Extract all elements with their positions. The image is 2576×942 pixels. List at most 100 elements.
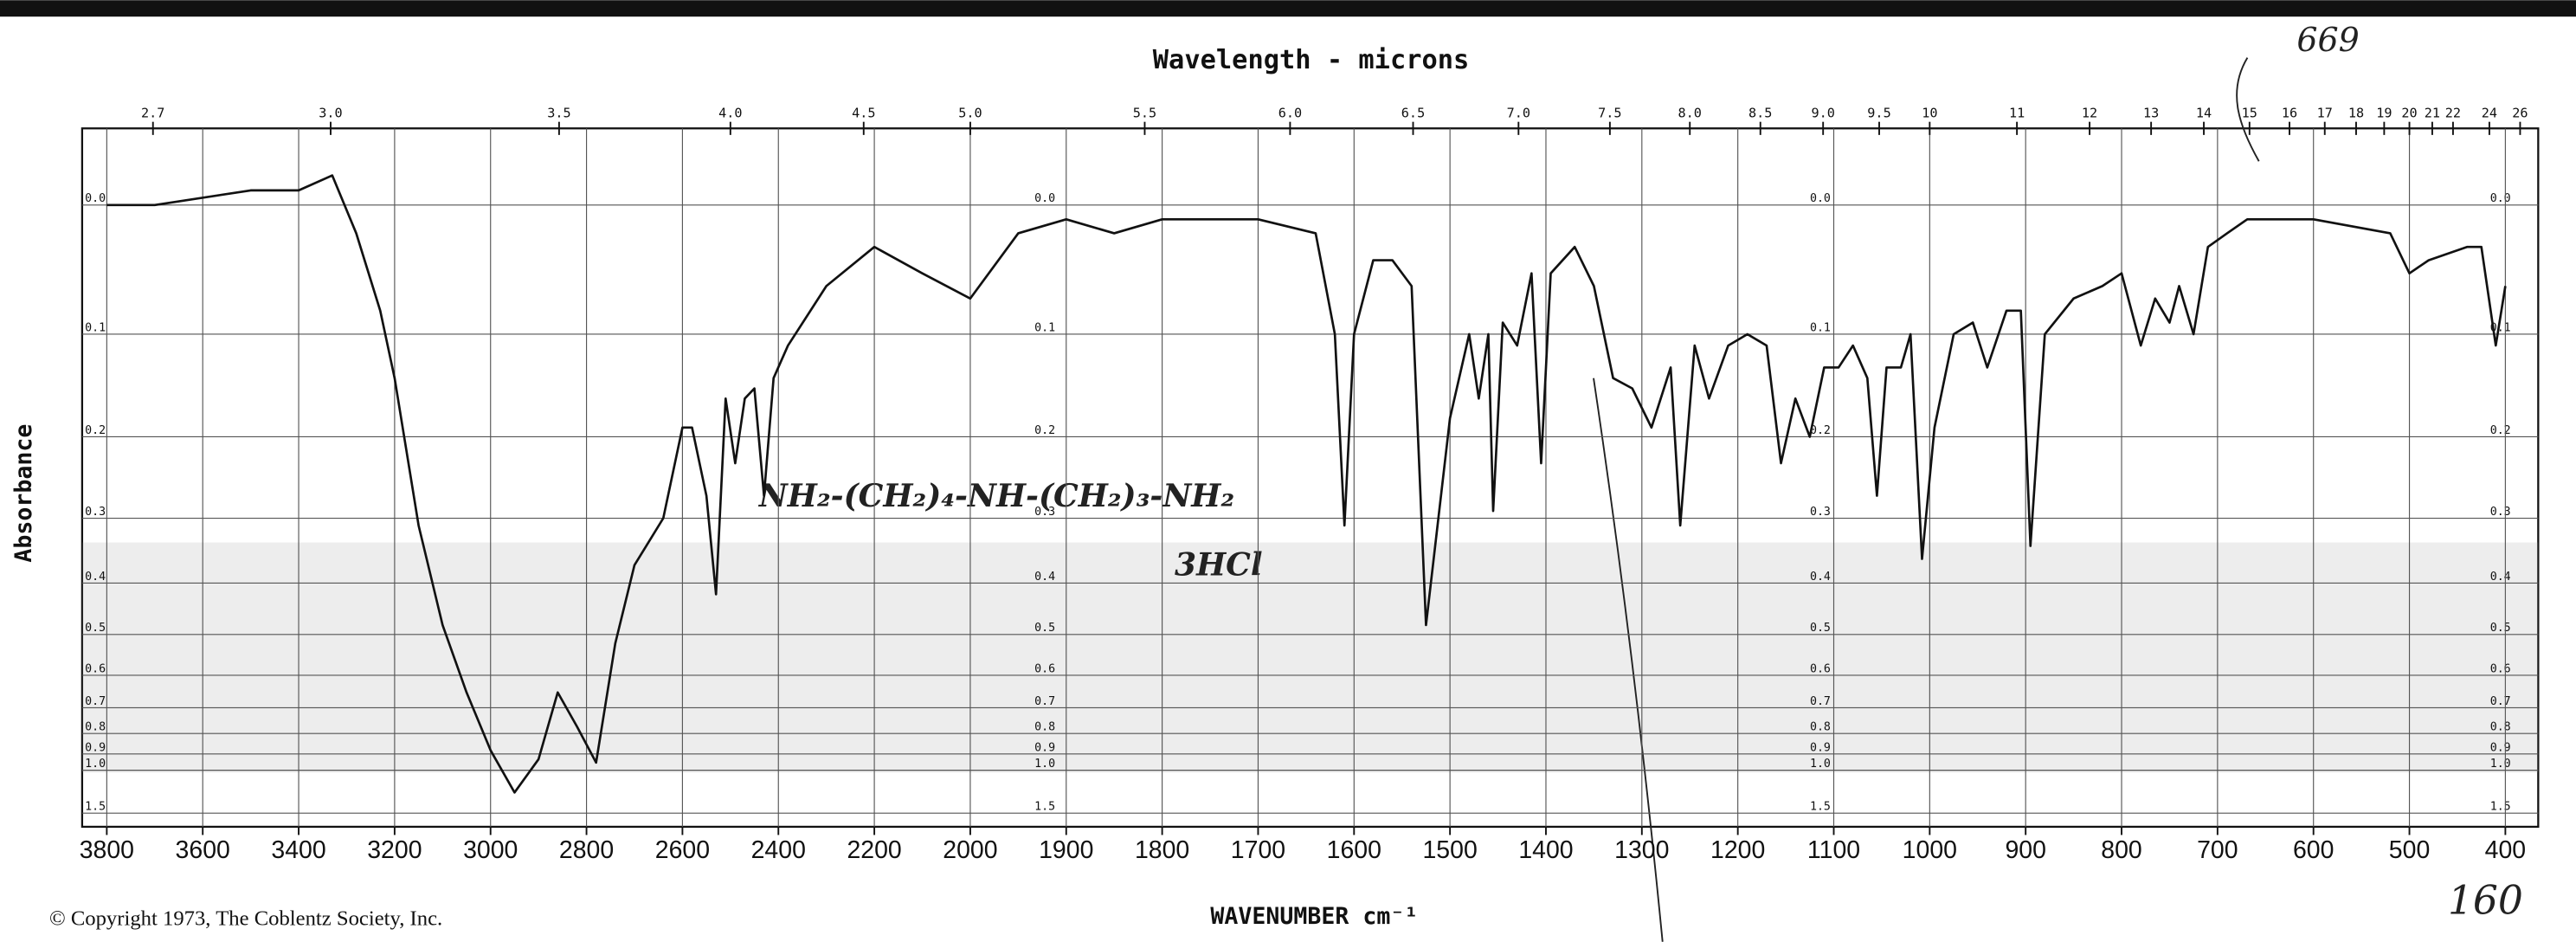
y-tick-label: 0.9 <box>1034 741 1055 754</box>
y-tick-label: 0.5 <box>1034 622 1055 635</box>
y-tick-label: 1.0 <box>2490 758 2511 771</box>
x-tick-label: 600 <box>2293 836 2334 864</box>
x2-tick-label: 6.5 <box>1401 106 1425 121</box>
x2-tick-label: 18 <box>2348 106 2364 121</box>
scan-shading <box>81 542 2539 773</box>
x2-tick-label: 12 <box>2082 106 2097 121</box>
x-tick-label: 800 <box>2101 836 2141 864</box>
x-tick-label: 1200 <box>1710 836 1765 864</box>
x2-tick-label: 21 <box>2425 106 2440 121</box>
y-tick-label: 0.4 <box>1034 571 1055 584</box>
x-tick-label: 2800 <box>559 836 614 864</box>
x-tick-label: 1100 <box>1807 836 1860 864</box>
x-tick-label: 2000 <box>943 836 997 864</box>
annotation: 669 <box>2296 21 2359 59</box>
y-tick-label: 0.6 <box>1034 662 1055 675</box>
y-tick-label: 0.4 <box>85 571 106 584</box>
x2-tick-label: 8.5 <box>1748 106 1772 121</box>
x2-tick-label: 9.0 <box>1811 106 1834 121</box>
y-tick-label: 0.9 <box>85 741 106 754</box>
x2-tick-label: 22 <box>2445 106 2461 121</box>
x2-tick-label: 7.5 <box>1598 106 1621 121</box>
y-tick-label: 1.0 <box>1034 758 1055 771</box>
x2-tick-label: 7.0 <box>1507 106 1530 121</box>
x-tick-label: 1700 <box>1231 836 1285 864</box>
x2-tick-label: 16 <box>2282 106 2297 121</box>
x2-tick-label: 5.5 <box>1133 106 1156 121</box>
y-tick-label: 0.8 <box>2490 721 2511 734</box>
y-tick-label: 0.5 <box>85 622 106 635</box>
y-tick-label: 0.0 <box>85 192 106 205</box>
y-tick-label: 0.2 <box>1810 424 1831 437</box>
x-tick-label: 1900 <box>1039 836 1093 864</box>
x2-tick-label: 15 <box>2242 106 2257 121</box>
x-tick-label: 1400 <box>1518 836 1573 864</box>
y-tick-label: 0.0 <box>1810 192 1831 205</box>
y-tick-label: 0.7 <box>1034 695 1055 708</box>
x-tick-label: 400 <box>2485 836 2526 864</box>
y-tick-label: 0.6 <box>85 662 106 675</box>
x-tick-label: 3600 <box>176 836 230 864</box>
y-tick-label: 0.1 <box>1034 321 1055 334</box>
y-tick-label: 0.7 <box>85 695 106 708</box>
x2-tick-label: 2.7 <box>141 106 164 121</box>
x-tick-label: 3800 <box>80 836 134 864</box>
plot-frame <box>80 127 2540 829</box>
x2-tick-label: 4.0 <box>718 106 742 121</box>
y-tick-label: 1.5 <box>1810 801 1831 814</box>
scan-border <box>0 0 2576 17</box>
y-tick-label: 0.4 <box>2490 571 2511 584</box>
pen-stroke <box>1593 377 1664 942</box>
y-tick-label: 0.9 <box>2490 741 2511 754</box>
x-tick-label: 700 <box>2197 836 2238 864</box>
x-tick-label: 3200 <box>367 836 422 864</box>
x2-tick-label: 5.0 <box>958 106 982 121</box>
x-tick-label: 1000 <box>1903 836 1957 864</box>
y-tick-label: 0.2 <box>2490 424 2511 437</box>
x-axis-label: WAVENUMBER cm⁻¹ <box>1210 903 1418 930</box>
x-tick-label: 3400 <box>271 836 325 864</box>
x2-tick-label: 24 <box>2482 106 2497 121</box>
y-tick-label: 0.2 <box>85 424 106 437</box>
y-tick-label: 0.2 <box>1034 424 1055 437</box>
x-tick-label: 2200 <box>847 836 901 864</box>
spectrum-line <box>106 174 2507 794</box>
y-tick-label: 0.3 <box>85 506 106 519</box>
x2-tick-label: 20 <box>2401 106 2417 121</box>
y-tick-label: 0.1 <box>1810 321 1831 334</box>
x2-tick-label: 19 <box>2376 106 2392 121</box>
y-axis-label: Absorbance <box>10 424 37 563</box>
x-tick-label: 900 <box>2005 836 2045 864</box>
x2-tick-label: 3.5 <box>547 106 570 121</box>
y-tick-label: 0.0 <box>2490 192 2511 205</box>
y-tick-label: 0.5 <box>1810 622 1831 635</box>
x2-tick-label: 3.0 <box>319 106 342 121</box>
x-tick-label: 1800 <box>1135 836 1189 864</box>
y-tick-label: 1.0 <box>1810 758 1831 771</box>
y-tick-label: 0.7 <box>2490 695 2511 708</box>
x-tick-label: 2600 <box>655 836 710 864</box>
x2-tick-label: 10 <box>1922 106 1937 121</box>
y-tick-label: 0.6 <box>2490 662 2511 675</box>
x2-tick-label: 26 <box>2512 106 2528 121</box>
y-tick-label: 1.5 <box>2490 801 2511 814</box>
y-tick-label: 1.5 <box>85 801 106 814</box>
x-tick-label: 1500 <box>1422 836 1477 864</box>
annotation: 160 <box>2448 878 2523 924</box>
y-tick-label: 0.8 <box>85 721 106 734</box>
x-tick-label: 3000 <box>463 836 518 864</box>
x-tick-label: 1600 <box>1327 836 1381 864</box>
x2-tick-label: 14 <box>2196 106 2212 121</box>
y-tick-label: 0.3 <box>1810 506 1831 519</box>
y-tick-label: 0.1 <box>85 321 106 334</box>
x-tick-label: 500 <box>2389 836 2430 864</box>
annotation: NH₂-(CH₂)₄-NH-(CH₂)₃-NH₂ <box>758 477 1234 514</box>
annotation: 3HCl <box>1175 546 1263 584</box>
x2-tick-label: 6.0 <box>1278 106 1302 121</box>
y-tick-label: 1.5 <box>1034 801 1055 814</box>
x-tick-label: 1300 <box>1614 836 1669 864</box>
y-tick-label: 0.9 <box>1810 741 1831 754</box>
pointer-stroke <box>2236 57 2260 162</box>
y-tick-label: 0.5 <box>2490 622 2511 635</box>
